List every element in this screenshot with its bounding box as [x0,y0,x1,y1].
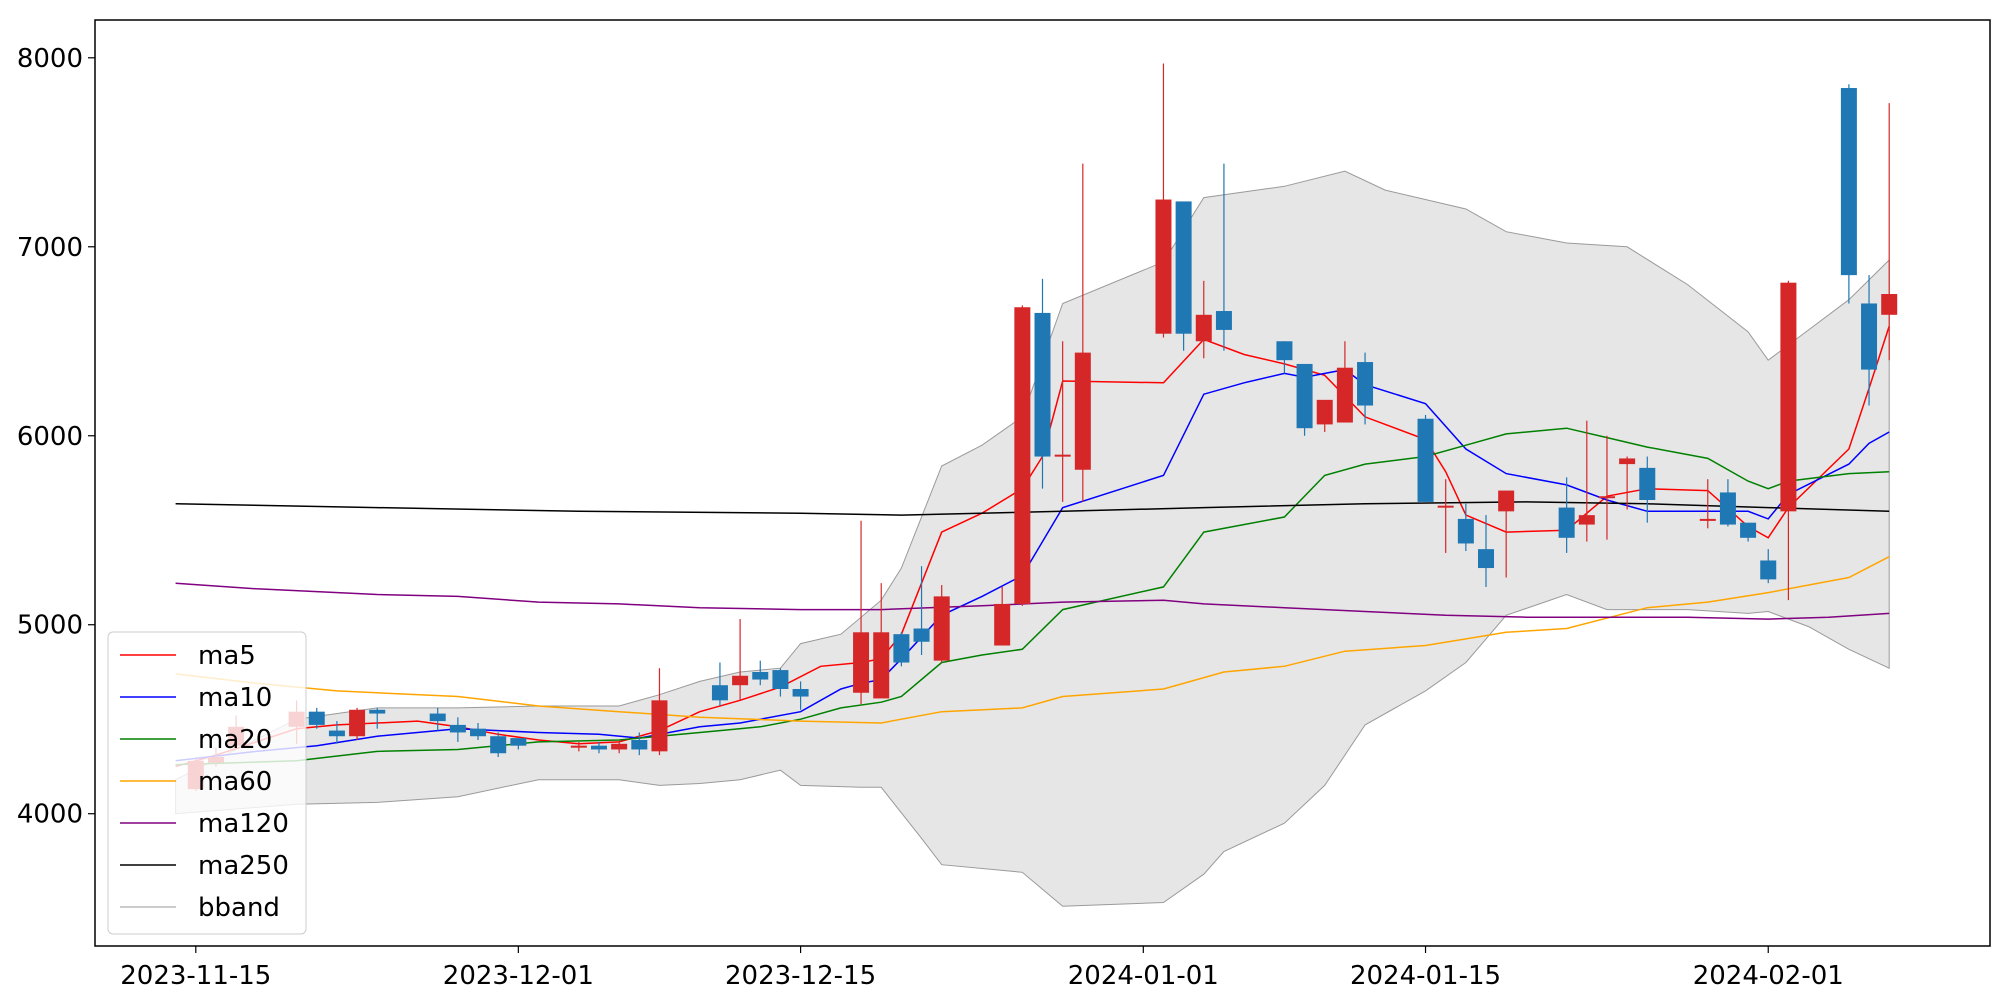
candle-body [1014,307,1031,604]
candle-body [913,628,930,642]
candle-body [1357,362,1374,406]
candle-body [1074,352,1091,470]
legend-label-ma20: ma20 [198,725,272,755]
candle-body [1840,88,1857,276]
candle-body [873,632,890,699]
candle-body [611,743,628,750]
candle-body [1195,314,1212,342]
candle-body [1437,505,1454,508]
candle-body [1740,522,1757,538]
x-tick-label: 2023-12-15 [725,961,876,991]
y-tick-label: 7000 [17,233,83,263]
candle-body [1034,312,1051,457]
candle-body [1296,363,1313,429]
legend-label-ma120: ma120 [198,809,289,839]
candle-body [1498,490,1515,512]
candle-body [651,700,668,752]
candle-body [1699,518,1716,521]
candle-body [490,736,507,754]
candle-body [1276,341,1293,361]
candle-body [1598,496,1615,499]
candle-body [449,724,466,733]
candle-body [1861,303,1878,370]
candle-body [590,745,607,750]
candle-body [1780,282,1797,512]
bband-area [175,170,1890,907]
candle-body [1558,507,1575,538]
candle-body [994,603,1011,646]
candle-body [429,713,446,722]
candle-body [1578,515,1595,525]
y-axis-ticks: 4000 5000 6000 7000 8000 [17,44,95,830]
x-axis-ticks: 2023-11-15 2023-12-01 2023-12-15 2024-01-01… [120,946,1844,991]
candle-body [772,670,789,689]
candle-body [1336,367,1353,423]
candle-body [1316,399,1333,425]
x-tick-label: 2024-02-01 [1693,961,1844,991]
candle-body [853,632,870,693]
candle-body [1155,199,1172,334]
candle-body [349,709,366,737]
candle-body [1639,467,1656,501]
candle-body [1215,311,1232,330]
ma250-line [175,501,1890,516]
legend-box [107,631,307,935]
candle-body [1054,454,1071,457]
candle-body [1478,549,1495,569]
candle-body [631,740,648,750]
y-tick-label: 8000 [17,44,83,74]
candle-body [752,671,769,680]
candle-body [470,728,487,737]
candle-body [792,688,809,697]
candle-body [1175,201,1192,334]
legend-label-ma5: ma5 [198,641,256,671]
ma60-line [175,556,1890,724]
candle-body [1457,518,1474,544]
legend-label-ma250: ma250 [198,851,289,881]
y-tick-label: 6000 [17,422,83,452]
candle-body [1760,560,1777,580]
candle-body [1619,458,1636,465]
plot-frame [94,19,1991,947]
candle-body [369,709,386,714]
candle-body [1881,294,1898,315]
legend: ma5 ma10 ma20 ma60 ma120 ma250 bband [107,631,307,935]
x-tick-label: 2023-11-15 [120,961,271,991]
candle-body [328,730,345,737]
candle-body [893,634,910,663]
candle-body [1719,492,1736,525]
x-tick-label: 2024-01-15 [1350,961,1501,991]
y-tick-label: 5000 [17,611,83,641]
x-tick-label: 2023-12-01 [443,961,594,991]
legend-label-bband: bband [198,893,280,923]
y-tick-label: 4000 [17,800,83,830]
x-tick-label: 2024-01-01 [1068,961,1219,991]
candle-body [510,738,527,746]
candle-body [732,675,749,686]
candle-body [570,745,587,748]
candle-body [308,711,325,725]
ma120-line [175,582,1890,620]
legend-label-ma10: ma10 [198,683,272,713]
candle-body [933,596,950,661]
candle-body [711,685,728,701]
candle-body [1417,418,1434,502]
ma10-line [175,368,1890,762]
bollinger-band-layer [175,170,1890,907]
legend-label-ma60: ma60 [198,767,272,797]
